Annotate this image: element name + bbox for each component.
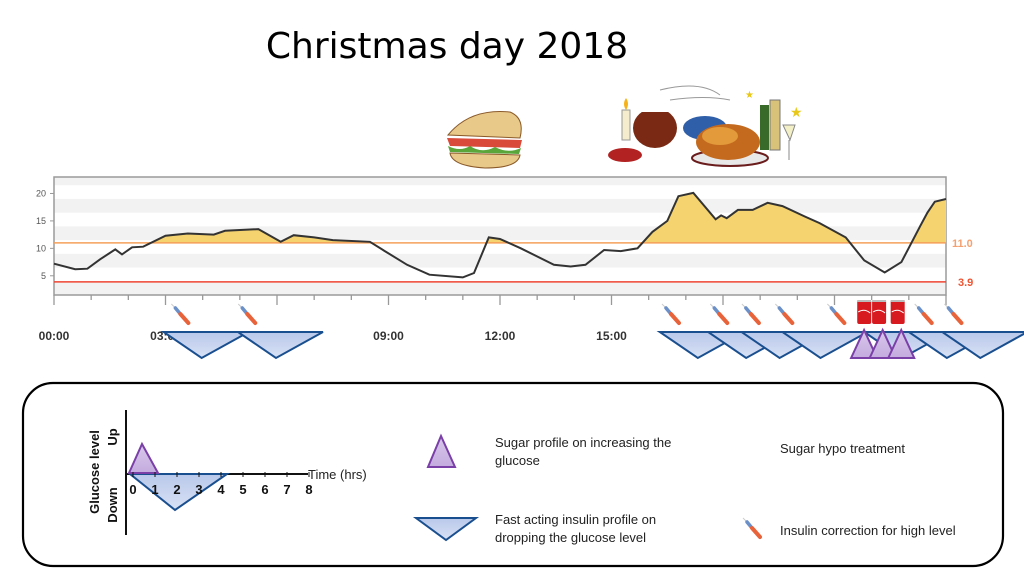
sandwich-image [446,110,522,169]
insulin-pen-icon [659,302,681,325]
legend-time-tick-label: 1 [151,482,158,497]
insulin-profile-triangle [234,331,324,360]
insulin-profile-triangle [779,331,868,360]
insulin-pen-icon [739,302,761,325]
legend-time-tick-label: 0 [129,482,136,497]
sugar-profile-text-1: Sugar profile on increasing the [495,435,671,450]
legend-time-tick-label: 8 [305,482,312,497]
legend-down-label: Down [105,487,120,522]
cola-can-lid [857,300,872,302]
cola-logo-swirl [872,309,886,314]
insulin-pen-icon [825,302,847,325]
sugar-profile-icon [426,433,457,468]
x-tick-label: 09:00 [373,329,404,343]
insulin-profile-text-1: Fast acting insulin profile on [495,512,656,527]
svg-text:★: ★ [745,90,754,101]
y-tick-label: 10 [36,243,46,253]
insulin-pen-icon [708,302,730,325]
cola-logo-swirl [891,309,905,314]
insulin-profile-icon [412,517,480,542]
hypo-treatment-text: Sugar hypo treatment [780,441,905,456]
cola-can-icon [857,300,872,324]
sugar-profile-text-2: glucose [495,453,540,468]
grid-band [54,253,946,268]
legend-time-tick-label: 7 [283,482,290,497]
y-tick-label: 15 [36,216,46,226]
cola-can-body [890,300,905,324]
high-glucose-area [54,192,946,243]
legend-time-tick-label: 3 [195,482,202,497]
insulin-pen-icon [912,302,934,325]
legend-axis-label: Glucose level [87,430,102,514]
legend-time-label: Time (hrs) [308,467,367,482]
insulin-pen-icon [169,302,191,325]
legend-box [21,381,1005,568]
legend-time-tick-label: 4 [217,482,225,497]
insulin-correction-text: Insulin correction for high level [780,523,956,538]
christmas-dinner-image: ★ ★ [608,85,803,167]
cola-logo-swirl [857,309,871,314]
cola-can-icon [890,300,905,324]
legend-time-tick-label: 2 [173,482,180,497]
high-threshold-label: 11.0 [952,238,973,250]
legend-insulin-profile-shape [127,473,231,512]
grid-band [54,198,946,213]
insulin-profile-text-2: dropping the glucose level [495,530,646,545]
slide-title: Christmas day 2018 [266,26,628,67]
legend-time-tick-label: 6 [261,482,268,497]
legend-sugar-profile-shape [127,441,160,474]
y-tick-label: 20 [36,188,46,198]
grid-band [54,177,946,186]
cola-can-lid [890,300,905,302]
insulin-profile-triangle [939,331,1024,360]
grid-band [54,281,946,295]
cola-can-icon [872,300,887,324]
insulin-pen-icon [942,302,964,325]
sugar-profile-triangle [849,327,879,359]
x-tick-label: 12:00 [485,329,516,343]
insulin-pen-icon [773,302,795,325]
cola-can-body [857,300,872,324]
cola-can-lid [872,300,887,302]
y-tick-label: 5 [41,271,46,281]
insulin-profile-triangle [160,331,250,360]
legend-time-tick-label: 5 [239,482,246,497]
svg-text:★: ★ [790,104,803,120]
sugar-profile-triangle [868,327,898,359]
x-tick-label: 15:00 [596,329,627,343]
sugar-profile-triangle [886,327,916,359]
low-threshold-label: 3.9 [958,277,973,289]
insulin-pen-icon [236,302,258,325]
x-tick-label: 00:00 [39,329,70,343]
legend-up-label: Up [105,428,120,445]
cola-can-body [872,300,887,324]
glucose-series-line [53,191,947,279]
